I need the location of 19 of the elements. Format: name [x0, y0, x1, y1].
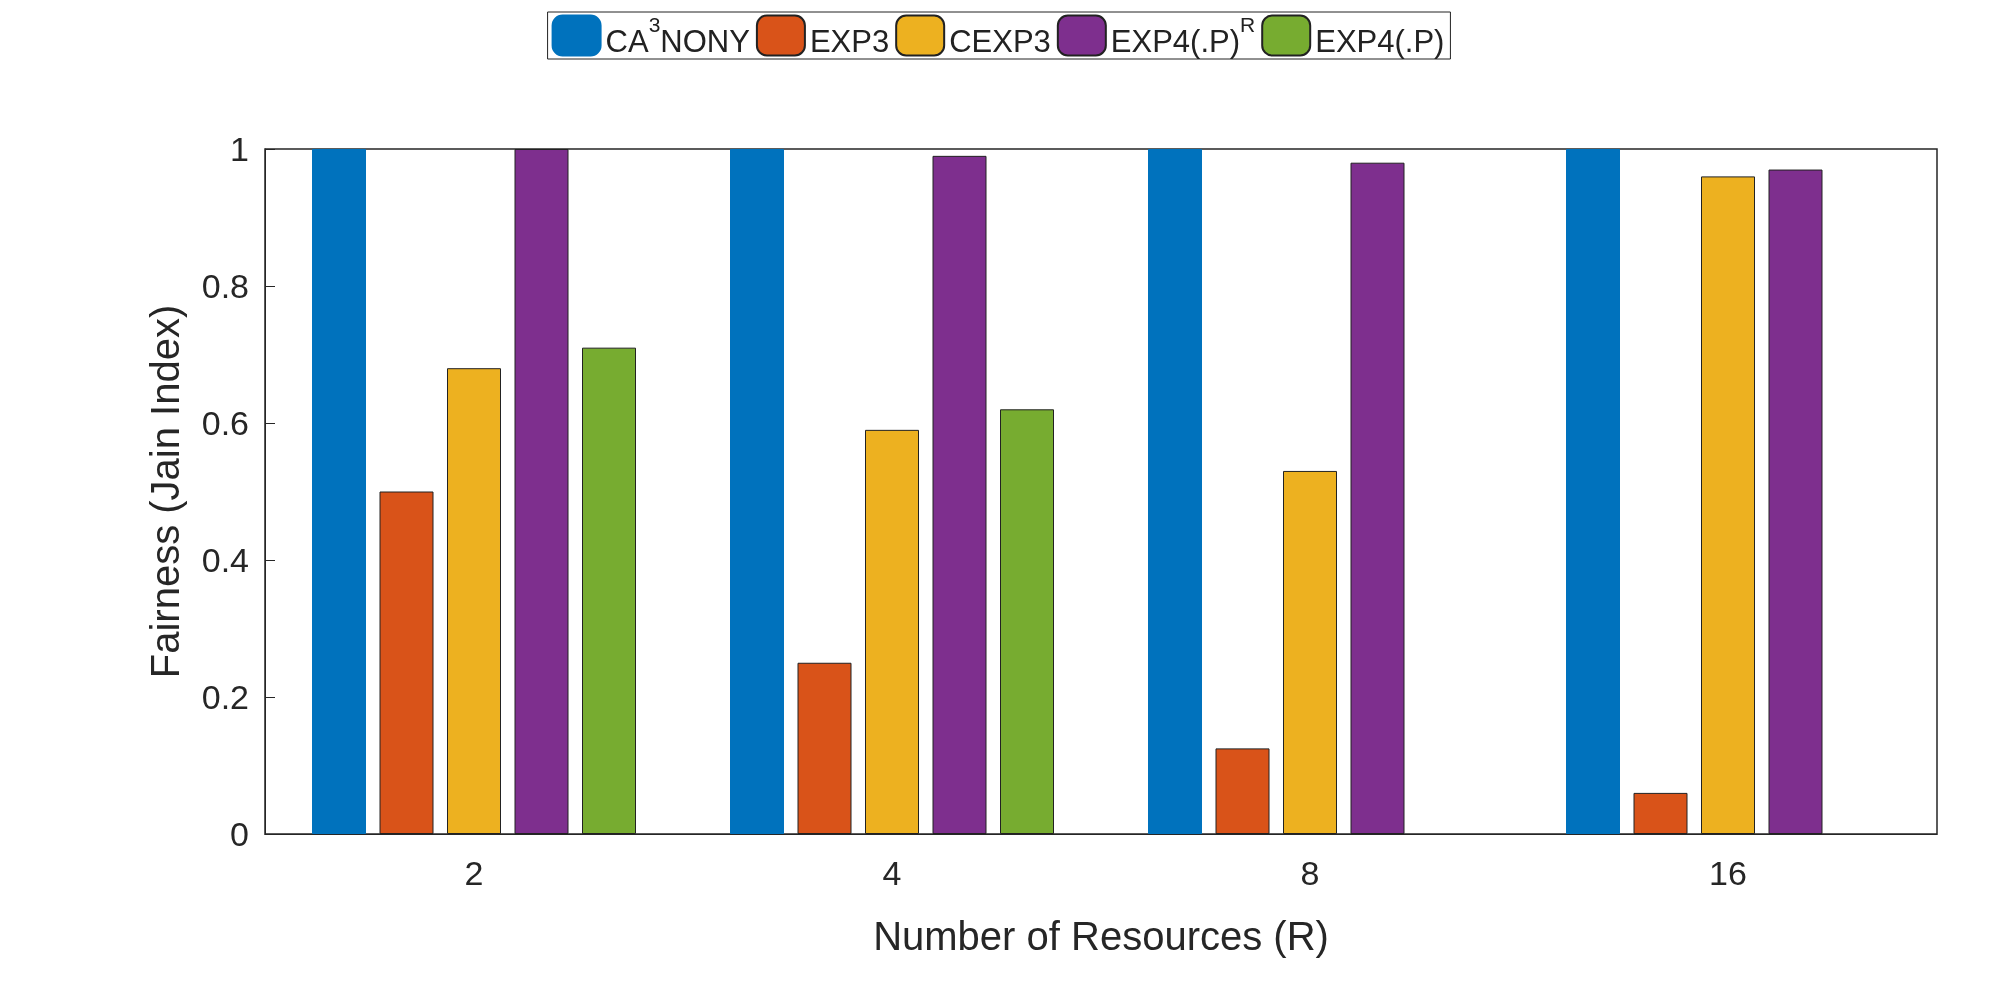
- y-axis-title: Fairness (Jain Index): [143, 304, 187, 679]
- legend-label: CEXP3: [949, 24, 1051, 59]
- x-tick-label: 4: [882, 854, 902, 892]
- y-tick-label: 0.4: [201, 541, 249, 579]
- x-axis-title: Number of Resources (R): [873, 914, 1329, 958]
- legend-label: EXP3: [809, 24, 890, 59]
- y-tick-label: 0: [230, 815, 249, 853]
- bar: [1148, 149, 1202, 834]
- bar: [312, 149, 366, 834]
- x-tick-label: 2: [464, 854, 484, 892]
- legend-label: EXP4(.P): [1315, 24, 1445, 59]
- y-tick-label: 0.8: [201, 267, 249, 305]
- y-tick-label: 0.2: [201, 678, 249, 716]
- y-tick-label: 1: [230, 130, 249, 168]
- bar: [730, 149, 784, 834]
- x-tick-label: 8: [1300, 854, 1320, 892]
- x-tick-label: 16: [1709, 854, 1747, 892]
- bar: [1566, 149, 1620, 834]
- y-tick-label: 0.6: [201, 404, 249, 442]
